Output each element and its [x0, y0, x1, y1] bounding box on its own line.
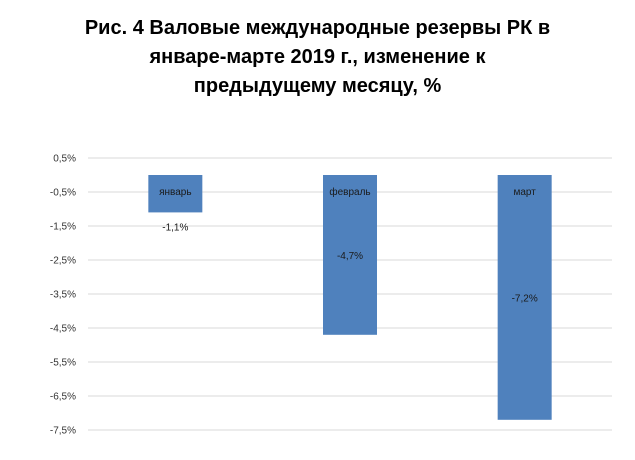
y-tick-label: -1,5%: [50, 222, 76, 233]
chart-title: Рис. 4 Валовые международные резервы РК …: [40, 14, 595, 101]
labels: январь -1,1% февраль -4,7% март -7,2%: [159, 186, 538, 304]
bars: [148, 175, 552, 420]
category-label: март: [513, 187, 536, 198]
y-tick-label: -3,5%: [50, 290, 76, 301]
data-label: -4,7%: [337, 251, 363, 262]
y-tick-label: -6,5%: [50, 392, 76, 403]
chart-title-line-3: предыдущему месяцу, %: [193, 75, 442, 97]
data-label: -1,1%: [162, 222, 188, 233]
y-tick-label: -4,5%: [50, 324, 76, 335]
data-label: -7,2%: [512, 293, 538, 304]
y-tick-label: -2,5%: [50, 256, 76, 267]
y-tick-label: -0,5%: [50, 188, 76, 199]
chart-title-line-2: январе-марте 2019 г., изменение к: [149, 46, 486, 68]
y-axis: 0,5% -0,5% -1,5% -2,5% -3,5% -4,5% -5,5% -6,5% -…: [50, 154, 76, 437]
bar: [148, 175, 203, 213]
chart-title-line-1: Рис. 4 Валовые международные резервы РК …: [84, 17, 551, 39]
bar: [323, 175, 377, 335]
bar: [497, 175, 552, 420]
category-label: февраль: [329, 186, 370, 198]
category-label: январь: [159, 187, 191, 198]
y-tick-label: 0,5%: [53, 154, 76, 165]
y-tick-label: -5,5%: [50, 358, 76, 369]
y-tick-label: -7,5%: [50, 426, 76, 437]
